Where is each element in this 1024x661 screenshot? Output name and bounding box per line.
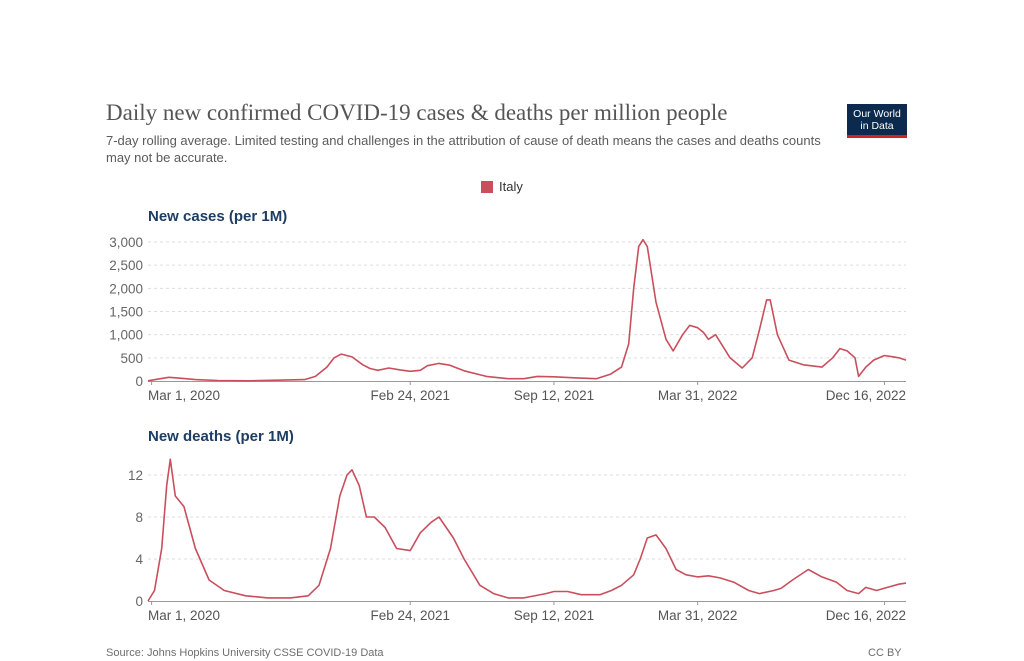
deaths-x-tick-label: Mar 31, 2022 [658,608,738,623]
deaths-y-tick-label: 0 [135,594,143,609]
cases-chart: 0 500 1,000 1,500 2,000 2,500 3,000 Mar 1, 2020… [109,235,907,403]
cases-y-tick-label: 1,000 [109,328,143,343]
cases-x-tick-label: Mar 1, 2020 [148,388,220,403]
deaths-y-tick-label: 4 [135,552,143,567]
owid-logo[interactable]: Our World in Data [847,104,907,138]
cases-panel-title: New cases (per 1M) [148,208,288,225]
legend-swatch-italy [481,180,493,193]
cases-x-tick-label: Dec 16, 2022 [826,388,906,403]
deaths-series-line-italy [147,458,907,602]
cases-y-tick-label: 1,500 [109,305,143,320]
deaths-y-tick-label: 8 [135,510,143,525]
cases-y-tick-label: 500 [120,351,143,366]
deaths-x-tick-label: Mar 1, 2020 [148,608,220,623]
cases-x-tick-label: Feb 24, 2021 [370,388,450,403]
chart-title: Daily new confirmed COVID-19 cases & dea… [106,100,728,125]
cases-x-tick-label: Sep 12, 2021 [514,388,594,403]
deaths-x-tick-label: Sep 12, 2021 [514,608,594,623]
cases-y-tick-label: 3,000 [109,235,143,250]
cases-y-tick-label: 0 [135,374,143,389]
deaths-x-tick-label: Feb 24, 2021 [370,608,450,623]
cases-series-line-italy [147,238,907,382]
deaths-x-tick-label: Dec 16, 2022 [826,608,906,623]
legend[interactable]: Italy [481,179,523,194]
logo-line-2: in Data [860,120,894,132]
chart-subtitle: 7-day rolling average. Limited testing a… [106,133,821,165]
logo-line-1: Our World [853,108,901,120]
license-note[interactable]: CC BY [868,647,902,659]
legend-label-italy: Italy [499,179,523,194]
cases-y-tick-label: 2,500 [109,258,143,273]
cases-y-tick-label: 2,000 [109,281,143,296]
source-note[interactable]: Source: Johns Hopkins University CSSE CO… [106,647,384,659]
deaths-chart: 0 4 8 12 Mar 1, 2020 Feb 24, 2021 Sep 12, 2021… [128,458,907,623]
deaths-y-tick-label: 12 [128,468,143,483]
deaths-panel-title: New deaths (per 1M) [148,428,294,445]
cases-x-tick-label: Mar 31, 2022 [658,388,738,403]
